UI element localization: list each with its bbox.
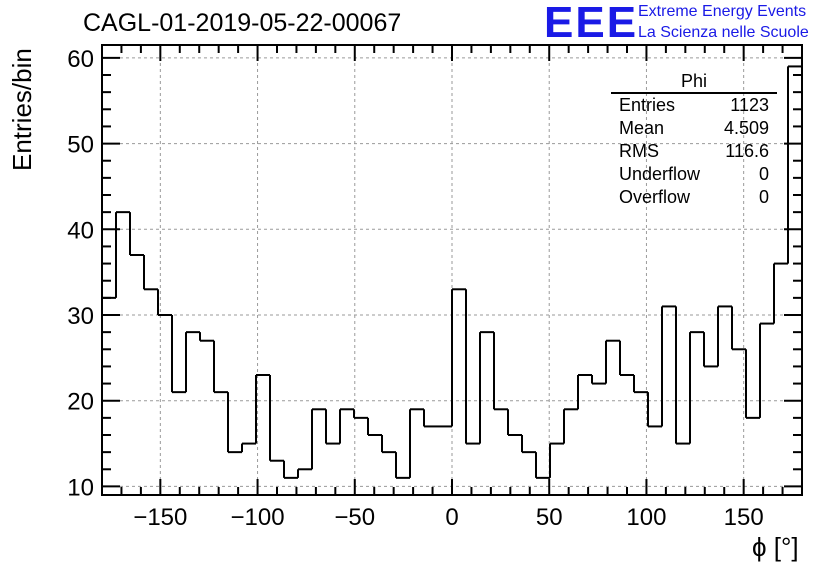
histogram-bin <box>647 392 662 428</box>
x-tick-label: 100 <box>626 504 666 531</box>
histogram-bin <box>227 392 242 454</box>
histogram-bin <box>493 332 508 411</box>
histogram-bin <box>563 408 578 444</box>
x-axis-label: ϕ [°] <box>752 532 799 562</box>
histogram-bin <box>255 374 270 444</box>
x-tick-label: 0 <box>445 504 458 531</box>
histogram-bin <box>199 332 214 342</box>
stats-row-mean: Mean 4.509 <box>611 117 777 140</box>
stats-value: 0 <box>758 164 769 184</box>
histogram-bin <box>423 409 438 428</box>
histogram-bin <box>703 332 718 368</box>
logo-line-2: La Scienza nelle Scuole <box>638 24 809 41</box>
histogram-bin <box>157 289 172 316</box>
stats-box: Phi Entries 1123 Mean 4.509 RMS 116.6 Un… <box>611 70 777 209</box>
eee-logo: EEE <box>544 0 639 47</box>
histogram-bin <box>619 340 634 376</box>
histogram-bin <box>717 305 732 367</box>
stats-row-rms: RMS 116.6 <box>611 140 777 163</box>
histogram-bin <box>395 452 410 479</box>
histogram-bin <box>185 331 200 393</box>
y-tick-label: 40 <box>67 217 94 244</box>
x-tick-label: 150 <box>724 504 764 531</box>
histogram-bin <box>311 408 326 470</box>
histogram-bin <box>171 315 186 394</box>
histogram-bin <box>759 322 774 418</box>
y-axis-label: Entries/bin <box>7 48 37 171</box>
histogram-bin <box>535 452 550 479</box>
histogram-bin <box>661 305 676 427</box>
histogram-bin <box>283 460 298 479</box>
histogram-bin <box>479 331 494 444</box>
stats-label: Entries <box>619 95 676 115</box>
logo-line-1: Extreme Energy Events <box>638 3 807 20</box>
histogram-bin <box>129 212 144 256</box>
y-tick-label: 30 <box>67 303 94 330</box>
histogram-bin <box>213 340 228 394</box>
histogram-bin <box>577 374 592 410</box>
histogram-bin <box>675 306 690 445</box>
stats-label: Mean <box>619 118 665 138</box>
stats-label: Underflow <box>619 164 701 184</box>
histogram-bin <box>591 375 606 385</box>
stats-row-overflow: Overflow 0 <box>611 186 777 209</box>
x-tick-label: 50 <box>536 504 563 531</box>
stats-label: RMS <box>619 141 659 161</box>
stats-value: 4.509 <box>723 118 769 138</box>
histogram-bin <box>689 331 704 444</box>
histogram-bin <box>297 468 312 478</box>
histogram-bin <box>605 339 620 384</box>
histogram-bin <box>731 306 746 351</box>
histogram-bin <box>507 409 522 436</box>
stats-label: Overflow <box>619 187 691 207</box>
histogram-bin <box>549 442 564 478</box>
y-tick-label: 20 <box>67 389 94 416</box>
histogram-bin <box>101 296 116 495</box>
stats-value: 0 <box>758 187 769 207</box>
y-tick-label: 60 <box>67 46 94 73</box>
histogram-bin <box>745 349 760 419</box>
histogram-bin <box>115 211 130 298</box>
histogram-bin <box>465 289 480 445</box>
x-tick-label: −50 <box>334 504 375 531</box>
histogram-bin <box>521 435 536 454</box>
histogram-bin <box>381 435 396 454</box>
chart-title: CAGL-01-2019-05-22-00067 <box>83 9 402 37</box>
histogram-bin <box>409 408 424 478</box>
histogram-bin <box>269 375 284 462</box>
histogram-bin <box>325 409 340 445</box>
histogram-bin <box>353 409 368 419</box>
stats-value: 1123 <box>730 95 769 115</box>
x-tick-label: −100 <box>231 504 285 531</box>
y-tick-label: 50 <box>67 132 94 159</box>
histogram-bin <box>143 255 158 291</box>
histogram-bin <box>339 408 354 444</box>
stats-row-entries: Entries 1123 <box>611 94 777 117</box>
y-tick-label: 10 <box>67 474 94 501</box>
stats-row-underflow: Underflow 0 <box>611 163 777 186</box>
histogram-bin <box>451 288 466 427</box>
histogram-bin <box>241 442 256 453</box>
axes: −150 −100 −50 0 50 100 150 10 20 30 40 50 60 <box>67 44 803 531</box>
histogram-bin <box>773 262 788 324</box>
x-tick-label: −150 <box>133 504 187 531</box>
stats-value: 116.6 <box>725 141 769 161</box>
histogram-bin <box>367 417 382 436</box>
histogram-bin <box>633 375 648 394</box>
stats-title: Phi <box>611 70 777 94</box>
